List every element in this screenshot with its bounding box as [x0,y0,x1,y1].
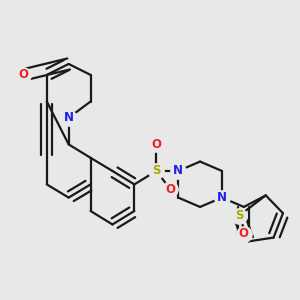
Text: O: O [165,183,175,196]
Text: S: S [152,164,160,178]
Text: N: N [173,164,183,178]
Text: O: O [18,68,28,81]
Text: S: S [235,209,243,222]
Text: O: O [151,138,161,151]
Text: N: N [217,191,227,204]
Text: N: N [64,111,74,124]
Text: O: O [239,227,249,240]
